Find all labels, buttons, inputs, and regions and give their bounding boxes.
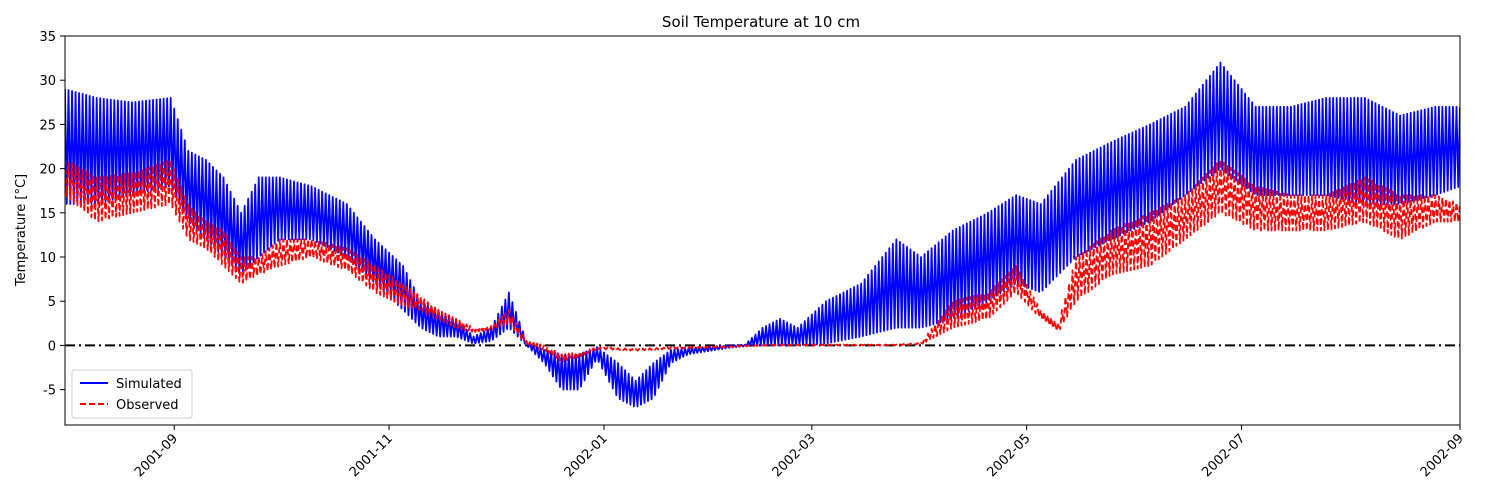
y-tick-label: 35 bbox=[39, 30, 56, 45]
y-tick-label: 30 bbox=[39, 74, 56, 89]
y-tick-label: 0 bbox=[48, 339, 56, 354]
series-line-simulated bbox=[65, 61, 1460, 408]
axes-frame bbox=[64, 35, 1461, 426]
y-tick-label: 15 bbox=[39, 207, 56, 222]
legend-label-simulated: Simulated bbox=[116, 377, 182, 392]
y-tick-label: -5 bbox=[43, 384, 56, 399]
y-tick-label: 5 bbox=[48, 295, 56, 310]
chart-title: Soil Temperature at 10 cm bbox=[662, 13, 860, 31]
y-axis-label: Temperature [°C] bbox=[14, 174, 29, 287]
plot-area bbox=[65, 61, 1460, 408]
y-tick-label: 10 bbox=[39, 251, 56, 266]
y-tick-label: 20 bbox=[39, 163, 56, 178]
legend-label-observed: Observed bbox=[116, 398, 179, 413]
y-tick-label: 25 bbox=[39, 118, 56, 133]
legend: Simulated Observed bbox=[71, 369, 193, 419]
series-line-observed bbox=[65, 158, 1460, 362]
